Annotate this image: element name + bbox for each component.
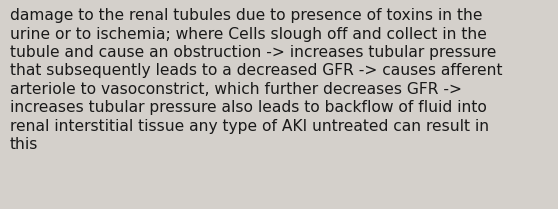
Text: damage to the renal tubules due to presence of toxins in the
urine or to ischemi: damage to the renal tubules due to prese…	[10, 8, 503, 152]
